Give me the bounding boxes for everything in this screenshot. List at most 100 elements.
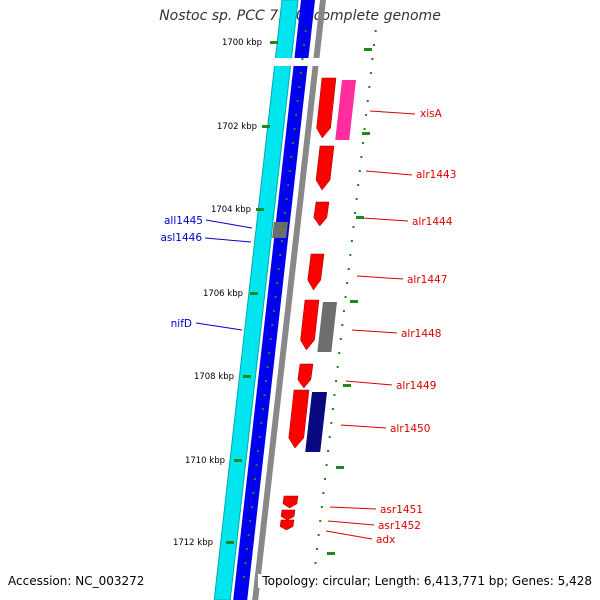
gene-block-all1445 (272, 222, 288, 238)
track-dot (319, 520, 322, 522)
lane-blue (233, 0, 315, 600)
track-dot (335, 380, 338, 382)
tick-mark-right (343, 384, 351, 387)
tick-mark (243, 375, 251, 378)
track-dot (361, 142, 364, 144)
track-dot (320, 506, 323, 508)
gene-label-alr1444: alr1444 (412, 216, 453, 228)
track-dot (316, 548, 319, 550)
track-dot (293, 128, 296, 130)
track-dot (366, 100, 369, 102)
track-dot (336, 366, 339, 368)
topology-label: Topology: circular; Length: 6,413,771 bp… (258, 574, 592, 588)
track-dot (331, 408, 334, 410)
tick-mark (256, 208, 264, 211)
gene-label-asr1452: asr1452 (378, 520, 421, 532)
track-dot (357, 184, 360, 186)
gene-arrow-xisA-1 (316, 77, 337, 139)
track-dot (328, 436, 331, 438)
track-dot (284, 212, 287, 214)
tick-label: 1708 kbp (194, 372, 234, 382)
track-dot (291, 142, 294, 144)
gene-label-xisA: xisA (420, 108, 443, 120)
track-dot (360, 156, 363, 158)
lane-cyan (213, 0, 299, 600)
track-dot (371, 58, 374, 60)
gene-leader-line (195, 322, 243, 331)
track-dot (317, 534, 320, 536)
track-dot (339, 338, 342, 340)
track-dot (246, 548, 249, 550)
track-dot (255, 464, 258, 466)
track-dot (349, 254, 352, 256)
tick-mark-right (350, 300, 358, 303)
gene-block-xisA-2 (335, 80, 356, 140)
track-dot (247, 534, 250, 536)
tick-mark-right (362, 132, 370, 135)
track-dot (354, 212, 357, 214)
track-dot (296, 100, 299, 102)
track-dot (269, 338, 272, 340)
tick-mark (250, 292, 258, 295)
track-dot (325, 464, 328, 466)
gene-arrow-alr1444 (313, 201, 330, 227)
track-dots (242, 30, 377, 578)
track-dot (365, 114, 368, 116)
track-dot (279, 254, 282, 256)
accession-label: Accession: NC_003272 (8, 574, 145, 588)
tick-mark (226, 541, 234, 544)
track-dot (276, 282, 279, 284)
track-dot (250, 506, 253, 508)
track-lanes (213, 0, 326, 600)
lane-gray (252, 0, 326, 600)
track-dot (352, 226, 355, 228)
gene-arrow-alr1449 (297, 363, 314, 389)
track-dot (298, 86, 301, 88)
track-dot (261, 408, 264, 410)
track-dot (268, 352, 271, 354)
track-dot (257, 450, 260, 452)
track-dot (242, 576, 245, 578)
gene-label-alr1450: alr1450 (390, 423, 430, 435)
track-dot (282, 226, 285, 228)
tick-mark (270, 41, 278, 44)
gene-labels: xisA alr1443 alr1444 alr1447 alr1448 alr1449 a… (160, 108, 456, 546)
track-dot (369, 72, 372, 74)
gene-features (279, 77, 356, 531)
track-dot (277, 268, 280, 270)
gene-arrow-alr1450 (288, 389, 310, 449)
track-dot (263, 394, 266, 396)
gene-leader-line (345, 380, 393, 386)
tick-mark-right (356, 216, 364, 219)
track-dot (338, 352, 341, 354)
tick-label: 1704 kbp (211, 205, 251, 215)
gene-leader-line (340, 424, 387, 429)
gene-leader-line (356, 275, 404, 280)
gene-label-nifD: nifD (171, 318, 192, 330)
tick-mark-right (364, 48, 372, 51)
track-dot (373, 44, 376, 46)
track-dot (265, 380, 268, 382)
track-dot (347, 268, 350, 270)
track-dot (260, 422, 263, 424)
gene-block-alr1448-gray (317, 302, 337, 352)
track-dot (346, 282, 349, 284)
track-dot (358, 170, 361, 172)
track-dot (341, 324, 344, 326)
track-dot (330, 422, 333, 424)
gene-label-asl1446: asl1446 (160, 232, 202, 244)
gene-leader-line (205, 219, 253, 229)
track-dot (322, 492, 325, 494)
gene-leader-line (327, 520, 375, 526)
track-dot (342, 310, 345, 312)
track-dot (244, 562, 247, 564)
track-dot (280, 240, 283, 242)
tick-label: 1712 kbp (173, 538, 213, 548)
track-dot (252, 492, 255, 494)
gene-label-alr1443: alr1443 (416, 169, 456, 181)
tick-mark-right (336, 466, 344, 469)
track-dot (304, 30, 307, 32)
track-dot (333, 394, 336, 396)
track-dot (285, 198, 288, 200)
track-dot (266, 366, 269, 368)
